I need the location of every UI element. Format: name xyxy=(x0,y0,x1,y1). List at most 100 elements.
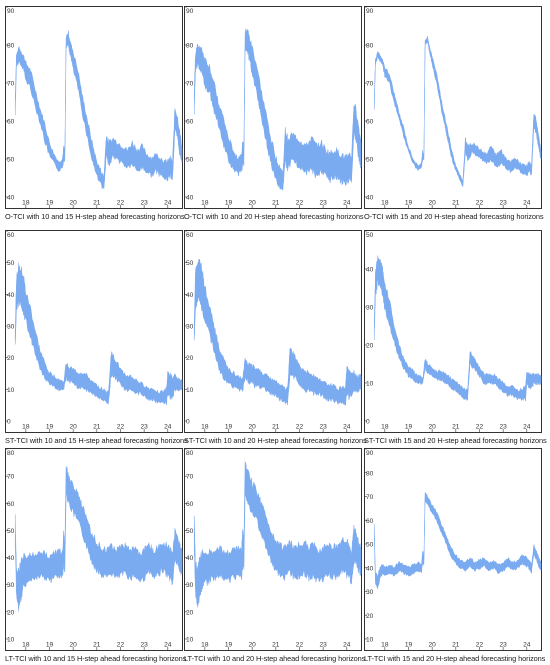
chart-svg: 40 50 60 70 80 90 18 19 20 21 22 23 24 xyxy=(364,6,542,209)
y-tick-label: 30 xyxy=(186,582,194,589)
y-tick-label: 40 xyxy=(366,267,374,274)
y-tick-label: 10 xyxy=(7,637,15,644)
y-tick-label: 50 xyxy=(366,542,374,549)
y-tick-label: 90 xyxy=(366,8,374,15)
y-tick-label: 10 xyxy=(366,381,374,388)
y-tick-label: 60 xyxy=(7,501,15,508)
x-tick-label: 24 xyxy=(164,200,172,207)
x-tick-label: 20 xyxy=(248,424,256,431)
x-tick-label: 21 xyxy=(452,642,460,649)
chart-svg: 40 50 60 70 80 90 18 19 20 21 22 23 24 xyxy=(5,6,183,209)
y-tick-label: 50 xyxy=(366,232,374,239)
x-tick-label: 18 xyxy=(201,642,209,649)
x-tick-label: 19 xyxy=(46,424,54,431)
x-tick-label: 22 xyxy=(117,642,125,649)
x-tick-label: 23 xyxy=(140,200,148,207)
plot-frame xyxy=(364,6,542,209)
x-tick-label: 23 xyxy=(499,642,507,649)
x-tick-label: 19 xyxy=(405,200,413,207)
chart-svg: 10 20 30 40 50 60 70 80 18 19 20 21 22 23 24 xyxy=(5,448,183,651)
y-tick-label: 70 xyxy=(7,81,15,88)
chart-svg: 10 20 30 40 50 60 70 80 18 19 20 21 22 23 24 xyxy=(184,448,362,651)
y-tick-label: 30 xyxy=(366,589,374,596)
y-tick-label: 30 xyxy=(186,324,194,331)
x-tick-label: 20 xyxy=(428,642,436,649)
x-tick-label: 22 xyxy=(476,424,484,431)
series-band xyxy=(193,461,362,608)
series-band xyxy=(193,258,362,406)
x-tick-label: 24 xyxy=(343,424,351,431)
y-tick-label: 40 xyxy=(186,555,194,562)
x-tick-label: 18 xyxy=(22,642,30,649)
chart-caption: ST-TCI with 10 and 15 H-step ahead forec… xyxy=(5,436,188,445)
x-tick-label: 21 xyxy=(93,642,101,649)
x-tick-label: 22 xyxy=(296,200,304,207)
y-tick-label: 20 xyxy=(7,609,15,616)
y-tick-label: 0 xyxy=(186,419,190,426)
x-tick-label: 21 xyxy=(272,200,280,207)
x-tick-label: 20 xyxy=(69,642,77,649)
plot-frame xyxy=(5,6,183,209)
plot-frame xyxy=(184,6,362,209)
x-tick-label: 22 xyxy=(117,424,125,431)
x-tick-label: 21 xyxy=(93,424,101,431)
x-tick-label: 23 xyxy=(319,642,327,649)
x-tick-label: 21 xyxy=(93,200,101,207)
x-tick-label: 19 xyxy=(46,200,54,207)
y-tick-label: 0 xyxy=(7,419,11,426)
y-tick-label: 50 xyxy=(186,157,194,164)
series-band xyxy=(373,255,542,402)
x-tick-label: 22 xyxy=(296,424,304,431)
y-tick-label: 10 xyxy=(366,637,374,644)
chart-svg: 0 10 20 30 40 50 60 18 19 20 21 22 23 24 xyxy=(184,230,362,433)
y-tick-label: 60 xyxy=(366,119,374,126)
plot-frame xyxy=(5,230,183,433)
chart-caption: LT-TCI with 10 and 20 H-step ahead forec… xyxy=(184,654,366,663)
y-tick-label: 30 xyxy=(7,582,15,589)
y-tick-label: 60 xyxy=(7,232,15,239)
chart-svg: 0 10 20 30 40 50 18 19 20 21 22 23 24 xyxy=(364,230,542,433)
x-tick-label: 19 xyxy=(225,642,233,649)
x-tick-label: 20 xyxy=(428,200,436,207)
chart-caption: LT-TCI with 10 and 15 H-step ahead forec… xyxy=(5,654,187,663)
x-tick-label: 22 xyxy=(117,200,125,207)
y-tick-label: 30 xyxy=(7,324,15,331)
x-tick-label: 20 xyxy=(248,200,256,207)
y-tick-label: 60 xyxy=(366,518,374,525)
chart-panel-8: 10 20 30 40 50 60 70 80 18 19 20 21 22 23 24 LT-TCI wit… xyxy=(184,448,366,665)
y-tick-label: 80 xyxy=(366,43,374,50)
y-tick-label: 60 xyxy=(7,119,15,126)
x-tick-label: 23 xyxy=(499,424,507,431)
x-tick-label: 19 xyxy=(225,200,233,207)
y-tick-label: 60 xyxy=(186,501,194,508)
chart-caption: ST-TCI with 10 and 20 H-step ahead forec… xyxy=(184,436,367,445)
x-tick-label: 18 xyxy=(22,424,30,431)
series-band xyxy=(193,28,362,191)
y-tick-label: 60 xyxy=(186,232,194,239)
y-tick-label: 60 xyxy=(186,119,194,126)
chart-svg: 0 10 20 30 40 50 60 18 19 20 21 22 23 24 xyxy=(5,230,183,433)
y-tick-label: 20 xyxy=(186,609,194,616)
plot-frame xyxy=(364,448,542,651)
y-tick-label: 40 xyxy=(366,565,374,572)
y-tick-label: 50 xyxy=(7,157,15,164)
y-tick-label: 80 xyxy=(186,43,194,50)
series-band xyxy=(14,262,183,405)
y-tick-label: 70 xyxy=(186,81,194,88)
x-tick-label: 23 xyxy=(319,200,327,207)
y-tick-label: 20 xyxy=(7,355,15,362)
y-tick-label: 10 xyxy=(186,387,194,394)
x-tick-label: 22 xyxy=(476,642,484,649)
y-tick-label: 80 xyxy=(7,450,15,457)
y-tick-label: 20 xyxy=(186,355,194,362)
x-tick-label: 22 xyxy=(476,200,484,207)
y-tick-label: 70 xyxy=(366,494,374,501)
chart-panel-6: 0 10 20 30 40 50 18 19 20 21 22 23 24 ST-TCI with 15 … xyxy=(364,230,547,447)
y-tick-label: 80 xyxy=(7,43,15,50)
x-tick-label: 20 xyxy=(69,424,77,431)
y-tick-label: 40 xyxy=(7,292,15,299)
series-band xyxy=(373,36,542,188)
y-tick-label: 50 xyxy=(186,528,194,535)
series-band xyxy=(373,492,542,590)
chart-caption: O-TCI with 10 and 15 H-step ahead foreca… xyxy=(5,212,185,221)
